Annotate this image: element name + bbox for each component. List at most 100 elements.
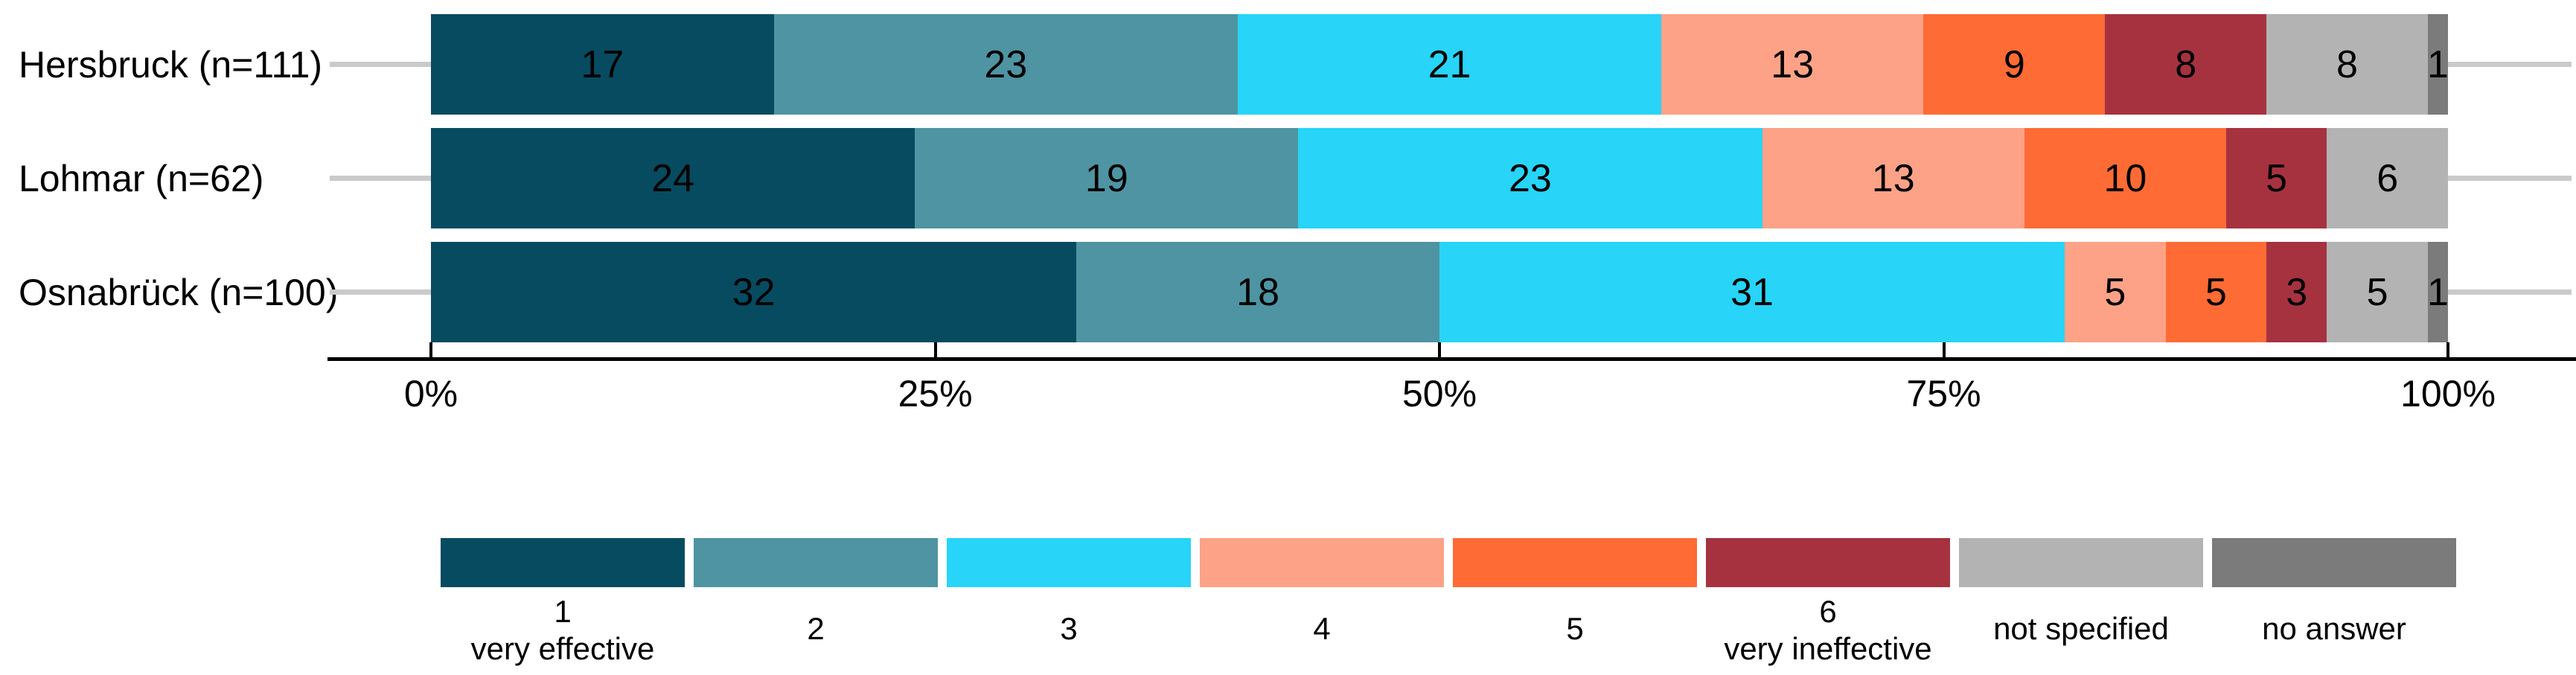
segment-value-label: 3 (2286, 270, 2308, 314)
bar-segment: 31 (1439, 242, 2065, 342)
bar-segment: 3 (2266, 242, 2327, 342)
x-axis-line (327, 357, 2576, 361)
legend-item: 5 (1453, 538, 1697, 665)
category-label: Hersbruck (n=111) (19, 43, 323, 86)
segment-value-label: 23 (1509, 156, 1552, 200)
legend-item: 2 (694, 538, 938, 665)
segment-value-label: 13 (1871, 156, 1915, 200)
segment-value-label: 21 (1428, 42, 1471, 86)
bar-row: 32 18 31 5 5 3 5 1 (431, 242, 2449, 342)
legend-label: 5 (1453, 593, 1697, 665)
legend-swatch (1200, 538, 1444, 587)
legend-label: 3 (947, 593, 1191, 665)
x-axis-tick-label: 25% (898, 373, 973, 415)
bar-segment: 13 (1762, 128, 2024, 228)
segment-value-label: 5 (2366, 270, 2388, 314)
left-leader-line (330, 176, 431, 181)
legend-swatch (1453, 538, 1697, 587)
bar-segment: 13 (1661, 14, 1924, 115)
bar-segment: 8 (2266, 14, 2428, 115)
segment-value-label: 13 (1771, 42, 1815, 86)
legend-label-line: not specified (1993, 611, 2169, 647)
bar-segment: 18 (1076, 242, 1439, 342)
x-axis-tick (933, 342, 937, 357)
right-leader-line (2448, 62, 2572, 67)
segment-value-label: 23 (984, 42, 1028, 86)
bar-segment: 8 (2105, 14, 2267, 115)
legend-label: 2 (694, 593, 938, 665)
category-label: Lohmar (n=62) (19, 157, 264, 199)
legend-label: 6 very ineffective (1706, 593, 1950, 667)
bar-segment: 24 (431, 128, 915, 228)
left-leader-line (330, 289, 431, 295)
legend-label-line: 6 (1819, 594, 1837, 629)
legend-label: 1 very effective (441, 593, 685, 667)
bar-segment: 5 (2327, 242, 2428, 342)
legend-label-line: no answer (2262, 611, 2406, 647)
segment-value-label: 5 (2266, 156, 2288, 200)
legend-swatch (441, 538, 685, 587)
segment-value-label: 31 (1730, 270, 1774, 314)
legend-label-line: 5 (1566, 611, 1584, 647)
x-axis-tick (1438, 342, 1441, 357)
segment-value-label: 5 (2104, 270, 2126, 314)
legend-label: no answer (2212, 593, 2456, 665)
legend-swatch (947, 538, 1191, 587)
segment-value-label: 8 (2336, 42, 2358, 86)
bar-row: 24 19 23 13 10 5 6 (431, 128, 2448, 228)
segment-value-label: 9 (2003, 42, 2025, 86)
legend-swatch (2212, 538, 2456, 587)
x-axis-tick-label: 0% (403, 373, 458, 415)
legend-swatch (1706, 538, 1950, 587)
segment-value-label: 5 (2205, 270, 2227, 314)
legend-label: 4 (1200, 593, 1444, 665)
legend-item: no answer (2212, 538, 2456, 665)
bar-row: 17 23 21 13 9 8 8 1 (431, 14, 2449, 115)
bar-segment: 17 (431, 14, 774, 115)
segment-value-label: 6 (2377, 156, 2399, 200)
segment-value-label: 1 (2426, 42, 2449, 86)
bar-segment: 1 (2426, 242, 2449, 342)
bar-segment: 5 (2225, 128, 2327, 228)
legend-item: 3 (947, 538, 1191, 665)
legend-swatch (1959, 538, 2203, 587)
bar-segment: 6 (2327, 128, 2448, 228)
segment-value-label: 10 (2103, 156, 2147, 200)
bar-segment: 23 (773, 14, 1238, 115)
left-leader-line (330, 62, 431, 67)
legend-swatch (694, 538, 938, 587)
segment-value-label: 1 (2426, 270, 2449, 314)
right-leader-line (2448, 289, 2572, 295)
x-axis-tick-label: 50% (1402, 373, 1477, 415)
x-axis-tick (2446, 342, 2449, 357)
legend-label-line: very effective (470, 630, 655, 666)
bar-segment: 5 (2165, 242, 2267, 342)
x-axis-tick (1942, 342, 1946, 357)
segment-value-label: 24 (651, 156, 695, 200)
x-axis-tick-label: 75% (1906, 373, 1981, 415)
legend-label-line: 1 (554, 594, 572, 629)
bar-segment: 5 (2065, 242, 2166, 342)
bar-segment: 10 (2024, 128, 2226, 228)
legend-label-line: 3 (1060, 611, 1078, 647)
legend-label-line: 4 (1313, 611, 1331, 647)
x-axis-tick (429, 342, 432, 357)
bar-segment: 21 (1237, 14, 1662, 115)
bar-segment: 32 (431, 242, 1077, 342)
category-label: Osnabrück (n=100) (19, 271, 339, 313)
legend-item: 4 (1200, 538, 1444, 665)
segment-value-label: 8 (2175, 42, 2197, 86)
legend-label-line: very ineffective (1724, 630, 1932, 666)
bar-segment: 23 (1298, 128, 1762, 228)
segment-value-label: 19 (1084, 156, 1128, 200)
legend-item: 6 very ineffective (1706, 538, 1950, 667)
legend-item: 1 very effective (441, 538, 685, 667)
segment-value-label: 32 (732, 270, 776, 314)
x-axis-tick-label: 100% (2400, 373, 2496, 415)
legend-item: not specified (1959, 538, 2203, 665)
segment-value-label: 17 (581, 42, 624, 86)
bar-segment: 1 (2426, 14, 2449, 115)
bar-segment: 19 (915, 128, 1299, 228)
right-leader-line (2448, 176, 2572, 181)
